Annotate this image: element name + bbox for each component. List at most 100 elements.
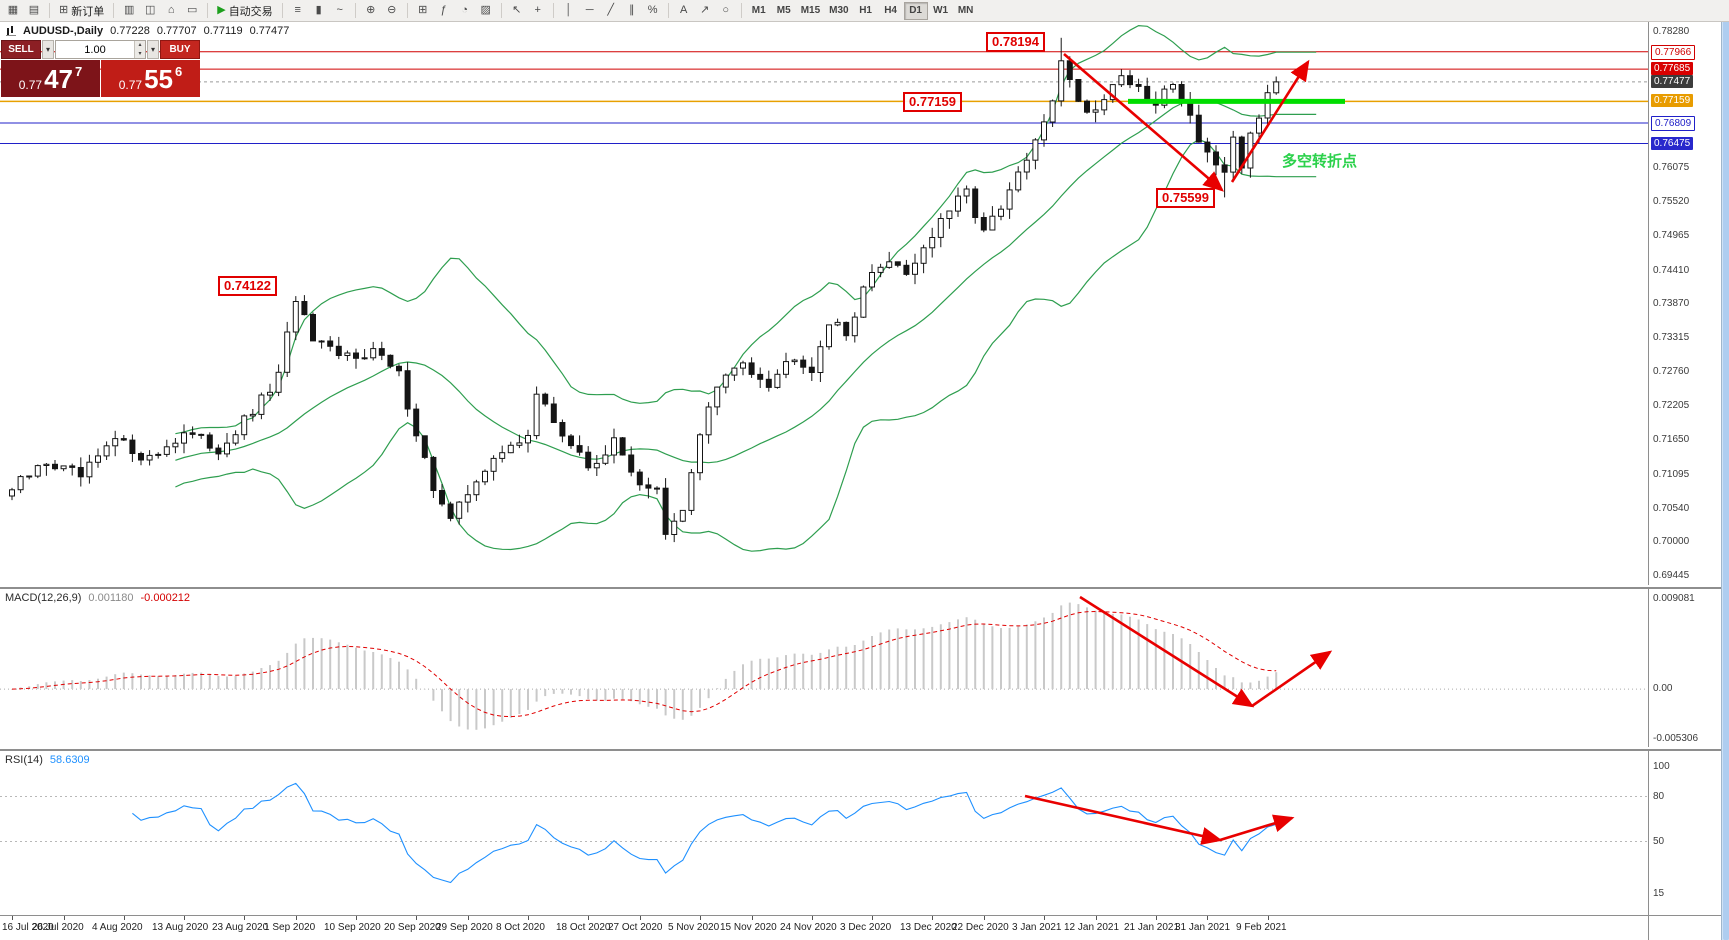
price-axis-label: 0.73315 [1653,332,1690,343]
sell-button[interactable]: SELL [1,40,41,59]
timeframe-h1-button[interactable]: H1 [854,2,878,20]
templates-button[interactable]: ▨ [476,2,496,20]
sell-options-caret-icon[interactable]: ▾ [42,40,54,59]
price-annotation-0.75599[interactable]: 0.75599 [1156,188,1215,208]
navigator-button[interactable]: ⌂ [161,2,181,20]
shapes-icon: ○ [722,4,730,16]
macd-main-value: 0.001180 [88,592,134,604]
volume-input[interactable] [56,41,134,58]
arrow-tool-icon: ↗ [700,4,710,16]
arrow-tool-button[interactable]: ↗ [695,2,715,20]
candlestick-chart [0,24,1648,552]
turning-point-annotation[interactable]: 多空转折点 [1282,153,1358,170]
buy-options-caret-icon[interactable]: ▾ [147,40,159,59]
vertical-scrollbar[interactable] [1721,0,1729,940]
macd-price-axis[interactable]: 0.009081 0.00 -0.005306 [1648,587,1721,747]
text-tool-button[interactable]: A [674,2,694,20]
horizontal-line-icon: ─ [585,4,594,16]
time-axis-label: 22 Dec 2020 [952,922,1009,933]
new-chart-button[interactable]: ▦ [3,2,23,20]
periods-button[interactable]: ◔ [455,2,475,20]
zoom-out-button[interactable]: ⊖ [382,2,402,20]
zoom-in-button[interactable]: ⊕ [361,2,381,20]
data-window-button[interactable]: ◫ [140,2,160,20]
fibonacci-button[interactable]: % [643,2,663,20]
price-annotation-0.74122[interactable]: 0.74122 [218,276,277,296]
rsi-panel[interactable]: RSI(14) 58.6309 [0,749,1648,915]
timeframe-m30-button[interactable]: M30 [825,2,852,20]
timeframe-m1-button[interactable]: M1 [747,2,771,20]
rsi-axis-label: 15 [1653,888,1665,899]
rsi-chart [0,782,1648,884]
time-axis-label: 1 Sep 2020 [264,922,316,933]
chart-header: AUDUSD-,Daily 0.77228 0.77707 0.77119 0.… [6,25,289,37]
one-click-trading-panel: SELL ▾ ▴ ▾ ▾ BUY 0.77 47 7 0.77 55 6 [1,40,200,97]
candlestick-chart-icon: ▮ [315,4,322,16]
bollinger-band [175,138,1317,552]
autotrading-button[interactable]: ▶ 自动交易 [213,2,276,20]
time-axis-label: 21 Jan 2021 [1124,922,1180,933]
buy-button[interactable]: BUY [160,40,200,59]
crosshair-button[interactable]: + [528,2,548,20]
shapes-button[interactable]: ○ [716,2,736,20]
price-axis[interactable]: 0.78280 0.76075 0.75520 0.74965 0.74410 0.738… [1648,22,1721,585]
market-watch-button[interactable]: ▥ [119,2,139,20]
time-tick [12,916,13,920]
time-tick [1156,916,1157,920]
buy-price-button[interactable]: 0.77 55 6 [101,60,200,97]
time-axis-label: 3 Dec 2020 [840,922,892,933]
macd-panel[interactable]: MACD(12,26,9) 0.001180 -0.000212 [0,587,1648,747]
cursor-button[interactable]: ↖ [507,2,527,20]
price-annotation-0.78194[interactable]: 0.78194 [986,32,1045,52]
timeframe-w1-button[interactable]: W1 [929,2,953,20]
channel-button[interactable]: ∥ [622,2,642,20]
time-axis[interactable]: 16 Jul 2020 26 Jul 2020 4 Aug 2020 13 Aug 2… [0,915,1648,940]
periods-icon: ◔ [461,4,469,16]
candlestick-chart-button[interactable]: ▮ [309,2,329,20]
terminal-button[interactable]: ▭ [182,2,202,20]
scrollbar-thumb[interactable] [1723,0,1729,940]
time-tick [244,916,245,920]
price-tag-0.77685: 0.77685 [1651,62,1694,75]
zoom-out-icon: ⊖ [387,4,397,16]
time-tick [752,916,753,920]
time-axis-label: 26 Jul 2020 [32,922,84,933]
new-order-button[interactable]: ⊞ 新订单 [55,2,108,20]
timeframe-mn-button[interactable]: MN [954,2,978,20]
price-axis-label: 0.70540 [1653,503,1690,514]
ohlc-open: 0.77228 [110,25,150,37]
main-chart-panel[interactable] [0,22,1648,585]
vertical-line-button[interactable]: │ [559,2,579,20]
price-axis-label: 0.71650 [1653,434,1690,445]
price-axis-label: 0.69445 [1653,570,1690,581]
timeframe-m5-button[interactable]: M5 [772,2,796,20]
macd-label: MACD(12,26,9) 0.001180 -0.000212 [5,592,191,604]
volume-down-icon[interactable]: ▾ [135,49,145,58]
trendline-button[interactable]: ╱ [601,2,621,20]
rsi-price-axis[interactable]: 100 80 50 15 [1648,749,1721,915]
volume-up-icon[interactable]: ▴ [135,41,145,50]
volume-stepper: ▴ ▾ [134,41,145,58]
trade-panel-prices: 0.77 47 7 0.77 55 6 [1,60,200,97]
price-tag-0.76475: 0.76475 [1651,137,1694,150]
price-annotation-0.77159[interactable]: 0.77159 [903,92,962,112]
terminal-icon: ▭ [187,4,198,16]
ohlc-close: 0.77477 [249,25,290,37]
line-chart-button[interactable]: ~ [330,2,350,20]
timeframe-d1-button[interactable]: D1 [903,1,928,20]
buy-price-main: 55 [144,63,174,94]
price-tag-0.77159: 0.77159 [1651,94,1694,107]
timeframe-m15-button[interactable]: M15 [797,2,824,20]
time-axis-label: 31 Jan 2021 [1175,922,1231,933]
tile-windows-button[interactable]: ⊞ [413,2,433,20]
chart-profiles-button[interactable]: ▤ [24,2,44,20]
horizontal-line-button[interactable]: ─ [580,2,600,20]
toolbar-separator [406,3,408,18]
indicators-button[interactable]: ƒ [434,2,454,20]
ohlc-low: 0.77119 [203,25,243,37]
bar-chart-button[interactable]: ≡ [288,2,308,20]
rsi-value: 58.6309 [49,754,90,766]
time-tick [184,916,185,920]
sell-price-button[interactable]: 0.77 47 7 [1,60,100,97]
timeframe-h4-button[interactable]: H4 [879,2,903,20]
